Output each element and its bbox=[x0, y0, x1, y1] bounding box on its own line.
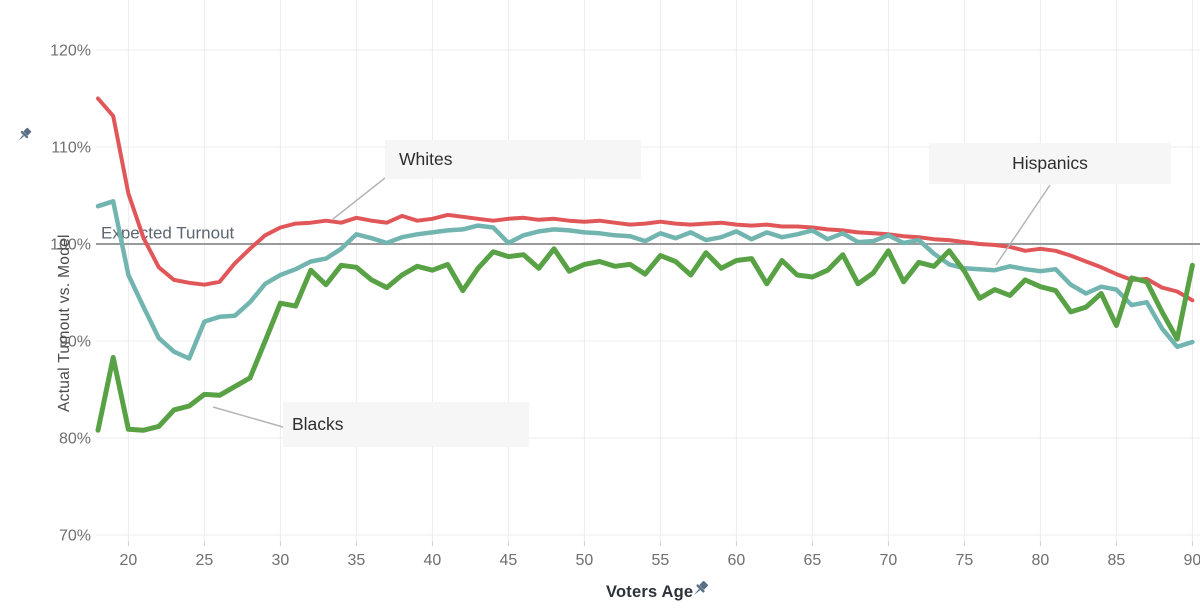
x-tick-label: 45 bbox=[500, 552, 518, 569]
x-tick-label: 85 bbox=[1108, 552, 1126, 569]
series-line-blacks[interactable] bbox=[95, 246, 1195, 433]
annotation-leader-hispanics bbox=[995, 184, 1051, 266]
annotation-blacks-label: Blacks bbox=[292, 414, 344, 434]
x-tick-label: 30 bbox=[272, 552, 290, 569]
y-tick-label: 110% bbox=[51, 140, 91, 157]
y-tick-label: 70% bbox=[59, 528, 91, 545]
x-tick-label: 35 bbox=[348, 552, 366, 569]
annotation-leader-whites bbox=[332, 177, 386, 220]
annotation-hispanics[interactable]: Hispanics bbox=[929, 143, 1171, 184]
y-axis-pushpin-icon[interactable] bbox=[14, 126, 33, 145]
annotation-whites-label: Whites bbox=[399, 149, 453, 169]
y-axis-title: Actual Turnout vs. Model bbox=[56, 234, 73, 412]
series-line-whites[interactable] bbox=[96, 96, 1195, 303]
y-tick-label: 80% bbox=[59, 431, 91, 448]
x-tick-label: 55 bbox=[652, 552, 670, 569]
x-tick-label: 75 bbox=[956, 552, 974, 569]
annotation-leader-blacks bbox=[212, 406, 284, 428]
x-axis-pushpin-icon[interactable] bbox=[689, 579, 710, 600]
x-axis-title: Voters Age bbox=[606, 583, 694, 601]
y-tick-label: 100% bbox=[50, 237, 91, 254]
x-tick-label: 70 bbox=[880, 552, 898, 569]
x-tick-label: 60 bbox=[728, 552, 746, 569]
y-tick-label: 90% bbox=[59, 334, 91, 351]
x-tick-label: 50 bbox=[576, 552, 594, 569]
series-line-hispanics[interactable] bbox=[95, 199, 1195, 361]
x-tick-label: 40 bbox=[424, 552, 442, 569]
annotation-whites[interactable]: Whites bbox=[385, 140, 641, 179]
x-tick-label: 80 bbox=[1032, 552, 1050, 569]
x-tick-label: 65 bbox=[804, 552, 822, 569]
x-tick-label: 25 bbox=[196, 552, 214, 569]
expected-turnout-label: Expected Turnout bbox=[101, 224, 235, 243]
x-tick-label: 20 bbox=[120, 552, 138, 569]
x-tick-label: 90 bbox=[1184, 552, 1200, 569]
annotation-hispanics-label: Hispanics bbox=[1012, 153, 1088, 173]
y-tick-label: 120% bbox=[50, 43, 91, 60]
annotation-blacks[interactable]: Blacks bbox=[283, 402, 529, 447]
